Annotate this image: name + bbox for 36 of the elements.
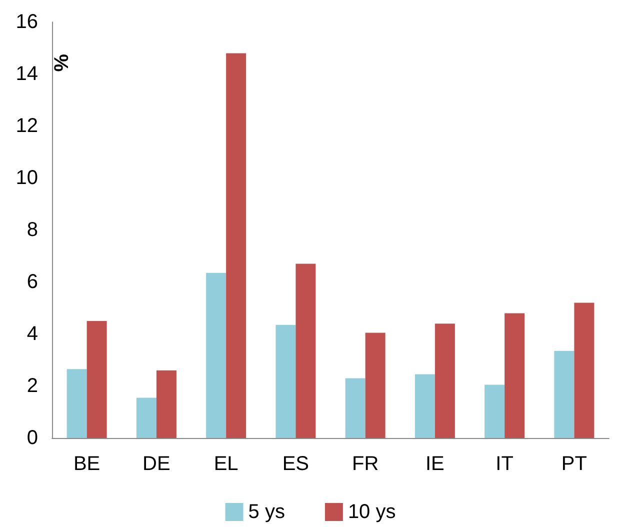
x-tick-label: BE	[73, 453, 100, 475]
bar	[276, 324, 296, 438]
bar	[504, 313, 525, 438]
bar	[574, 302, 594, 438]
y-tick-label: 16	[16, 11, 38, 33]
bar	[136, 398, 156, 438]
y-tick-label: 2	[26, 375, 38, 397]
x-tick-label: PT	[561, 453, 587, 475]
x-tick-label: EL	[214, 453, 238, 475]
y-tick-label: 6	[26, 271, 38, 293]
y-tick-label: 10	[16, 167, 38, 189]
x-tick-label: FR	[352, 453, 379, 475]
bar	[226, 53, 246, 438]
x-tick-label: DE	[142, 453, 170, 475]
y-tick-label: 8	[26, 219, 38, 241]
legend-label: 5 ys	[248, 501, 285, 523]
x-tick-label: IT	[496, 453, 514, 475]
bar	[86, 321, 107, 438]
x-tick-label: IE	[425, 453, 444, 475]
bar	[434, 324, 455, 438]
bar	[365, 332, 386, 438]
y-tick-label: 4	[26, 323, 38, 345]
y-tick-label: 14	[16, 63, 38, 85]
legend-label: 10 ys	[348, 501, 396, 523]
bar	[554, 350, 574, 438]
bar	[156, 370, 176, 438]
bar	[66, 369, 87, 438]
bar	[345, 378, 366, 438]
y-axis-title: %	[51, 54, 73, 72]
bar	[414, 374, 435, 438]
y-tick-label: 12	[16, 115, 38, 137]
bar	[206, 272, 226, 438]
y-tick-label: 0	[26, 427, 38, 449]
bar	[484, 384, 505, 438]
bar	[296, 264, 316, 438]
x-tick-label: ES	[282, 453, 310, 475]
